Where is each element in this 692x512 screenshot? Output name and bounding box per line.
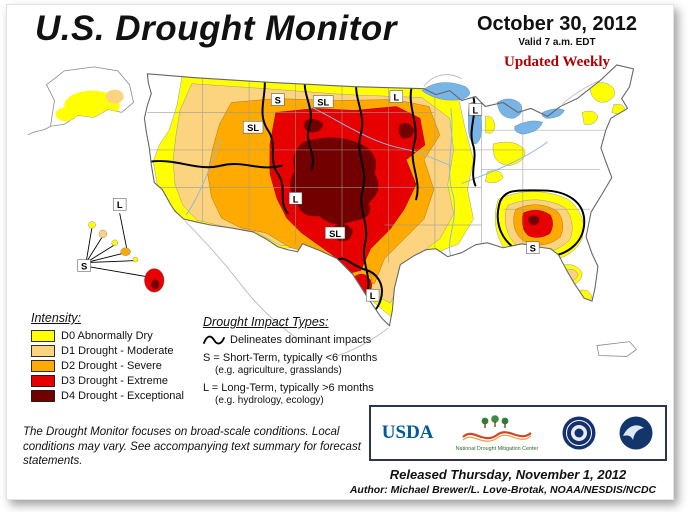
disclaimer-text: The Drought Monitor focuses on broad-sca… — [23, 426, 361, 468]
legend-item: D4 Drought - Exceptional — [31, 390, 184, 402]
map-impact-label: S — [77, 259, 91, 272]
legend-swatch-d0 — [31, 330, 55, 342]
legend-swatch-d1 — [31, 345, 55, 357]
hawaii-impact-lines — [85, 213, 146, 277]
legend-swatch-d4 — [31, 390, 55, 402]
svg-text:L: L — [293, 194, 299, 204]
released-text: Released Thursday, November 1, 2012 — [389, 467, 627, 482]
map-impact-label: L — [113, 198, 127, 211]
ndmc-logo: National Drought Mitigation Center — [456, 415, 539, 452]
legend-item-label: D2 Drought - Severe — [61, 360, 162, 372]
svg-text:SL: SL — [329, 229, 341, 239]
legend-item-label: D0 Abnormally Dry — [61, 330, 153, 342]
svg-text:L: L — [393, 93, 399, 103]
svg-text:S: S — [275, 95, 281, 105]
commerce-seal-logo — [562, 416, 596, 450]
legend-item-label: D3 Drought - Extreme — [61, 375, 168, 387]
svg-text:L: L — [370, 291, 376, 301]
legend-item: D3 Drought - Extreme — [31, 375, 184, 387]
great-lakes — [421, 82, 565, 145]
legend-swatch-d3 — [31, 375, 55, 387]
map-impact-label: S — [271, 93, 285, 106]
state-borders — [147, 75, 606, 263]
hawaii-inset — [85, 213, 165, 293]
delineates-label: Delineates dominant impacts — [230, 334, 372, 346]
impact-types-heading: Drought Impact Types: — [203, 315, 329, 329]
valid-time-text: Valid 7 a.m. EDT — [518, 37, 596, 48]
legend-swatch-d2 — [31, 360, 55, 372]
legend-item: D1 Drought - Moderate — [31, 345, 184, 357]
river-lines — [185, 104, 548, 256]
map-impact-label: S — [526, 241, 540, 254]
puerto-rico-inset — [596, 341, 638, 357]
updated-weekly-text: Updated Weekly — [504, 54, 610, 70]
alaska-inset — [27, 66, 134, 136]
legend-item: D2 Drought - Severe — [31, 360, 184, 372]
map-date-text: October 30, 2012 — [476, 13, 638, 35]
legend-item: D0 Abnormally Dry — [31, 330, 184, 342]
impact-squiggle-icon — [203, 335, 225, 345]
map-impact-labels: S SL L SL L SL L S L L S — [77, 90, 540, 302]
svg-text:S: S — [530, 244, 536, 254]
author-text: Author: Michael Brewer/L. Love-Brotak, N… — [349, 484, 657, 496]
long-term-example: (e.g. hydrology, ecology) — [215, 395, 324, 406]
map-impact-label: SL — [324, 226, 346, 240]
drought-layer-d4 — [290, 118, 540, 242]
impact-boundary-lines — [148, 73, 586, 317]
legend-heading: Intensity: — [31, 311, 82, 325]
legend-block: Intensity: D0 Abnormally Dry D1 Drought … — [31, 311, 184, 405]
svg-text:L: L — [117, 200, 123, 210]
map-impact-label: SL — [313, 95, 334, 108]
legend-item-label: D1 Drought - Moderate — [61, 345, 174, 357]
map-impact-label: L — [365, 289, 380, 302]
drought-map: S SL L SL L SL L S L L S — [27, 64, 638, 358]
date-block: October 30, 2012 Valid 7 a.m. EDT Update… — [455, 13, 659, 71]
ndmc-logo-caption: National Drought Mitigation Center — [456, 446, 539, 452]
logo-box: USDA National Drought Mitigation Center — [369, 405, 667, 461]
delineates-row: Delineates dominant impacts — [203, 334, 413, 346]
legend-item-label: D4 Drought - Exceptional — [61, 390, 184, 402]
svg-text:SL: SL — [317, 97, 329, 107]
short-term-example: (e.g. agriculture, grasslands) — [215, 365, 342, 376]
svg-text:SL: SL — [247, 123, 259, 133]
page-container: U.S. Drought Monitor October 30, 2012 Va… — [6, 4, 674, 500]
usda-logo: USDA — [381, 422, 434, 443]
long-term-label: L = Long-Term, typically >6 months — [203, 382, 374, 394]
short-term-label: S = Short-Term, typically <6 months — [203, 352, 378, 364]
svg-text:L: L — [473, 105, 479, 115]
map-impact-label: L — [389, 90, 404, 103]
map-impact-label: L — [288, 192, 303, 205]
page-title: U.S. Drought Monitor — [35, 9, 397, 48]
noaa-logo — [619, 416, 653, 450]
map-impact-label: L — [468, 103, 483, 116]
map-impact-label: SL — [242, 121, 264, 134]
mexico-canada-outlines — [184, 74, 605, 358]
svg-text:S: S — [81, 261, 87, 271]
impact-types-block: Drought Impact Types: Delineates dominan… — [203, 315, 413, 406]
